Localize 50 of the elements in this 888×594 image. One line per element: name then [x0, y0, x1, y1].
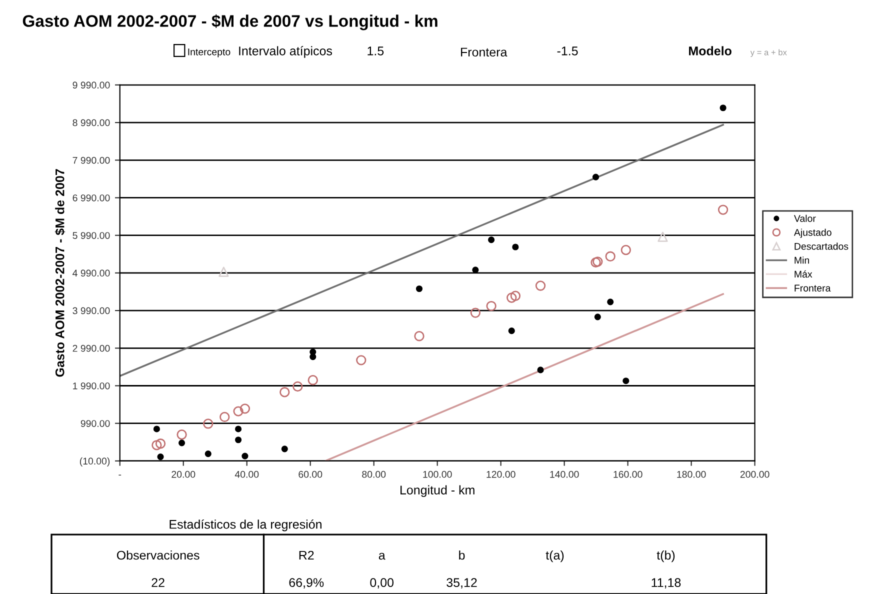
text: a — [378, 552, 386, 560]
y-tick-label: (10.00) — [80, 457, 110, 466]
text: 0,00 — [370, 578, 394, 588]
text: t(a) — [546, 550, 564, 562]
text: Intercepto — [188, 48, 230, 58]
text: y = a + bx — [750, 49, 787, 57]
x-tick-label: 60.00 — [298, 470, 322, 478]
text: Observaciones — [116, 550, 200, 560]
y-tick-label: 9 990.00 — [72, 82, 110, 89]
text: Intervalo atípicos — [239, 46, 332, 58]
legend-label: Min — [794, 256, 809, 264]
y-tick-label: 2 990.00 — [72, 344, 110, 352]
x-tick-label: 80.00 — [362, 470, 386, 478]
text: 35,12 — [446, 578, 477, 588]
text: 1.5 — [368, 46, 384, 56]
x-tick-label: - — [118, 474, 122, 476]
text: Frontera — [461, 48, 508, 57]
y-tick-label: 6 990.00 — [72, 194, 110, 202]
y-tick-label: 990.00 — [80, 420, 110, 427]
legend-label: Frontera — [794, 284, 831, 292]
legend-label: Descartados — [794, 242, 848, 250]
text: R2 — [299, 550, 314, 560]
x-tick-label: 40.00 — [234, 470, 259, 478]
x-tick-label: 20.00 — [172, 470, 196, 478]
y-tick-label: 1 990.00 — [73, 382, 110, 390]
chart-title: Gasto AOM 2002-2007 - $M de 2007 vs Longitud - km — [22, 14, 438, 30]
text: 11,18 — [652, 578, 681, 588]
text: Estadísticos de la regresión — [170, 519, 322, 532]
x-tick-label: 180.00 — [677, 470, 706, 478]
legend-label: Valor — [794, 214, 816, 222]
x-axis-title: Longitud - km — [400, 485, 474, 497]
x-tick-label: 100.00 — [423, 470, 452, 478]
x-tick-label: 200.00 — [740, 470, 770, 478]
y-tick-label: 3 990.00 — [72, 307, 110, 314]
text: -1.5 — [557, 46, 578, 56]
y-tick-label: 5 990.00 — [72, 232, 110, 239]
y-tick-label: 8 990.00 — [72, 119, 110, 126]
y-tick-label: 4 990.00 — [72, 270, 110, 277]
text: b — [459, 550, 465, 560]
text: Modelo — [689, 46, 732, 56]
x-tick-label: 140.00 — [550, 470, 579, 478]
text: 66,9% — [289, 578, 324, 588]
x-tick-label: 120.00 — [486, 470, 516, 478]
legend-label: Máx — [794, 270, 812, 278]
legend-label: Ajustado — [794, 228, 832, 238]
y-axis-title: Gasto AOM 2002-2007 - $M de 2007 — [54, 169, 66, 377]
x-tick-label: 160.00 — [614, 470, 642, 478]
text: t(b) — [656, 550, 675, 562]
y-tick-label: 7 990.00 — [72, 156, 110, 164]
text: 22 — [152, 578, 164, 587]
